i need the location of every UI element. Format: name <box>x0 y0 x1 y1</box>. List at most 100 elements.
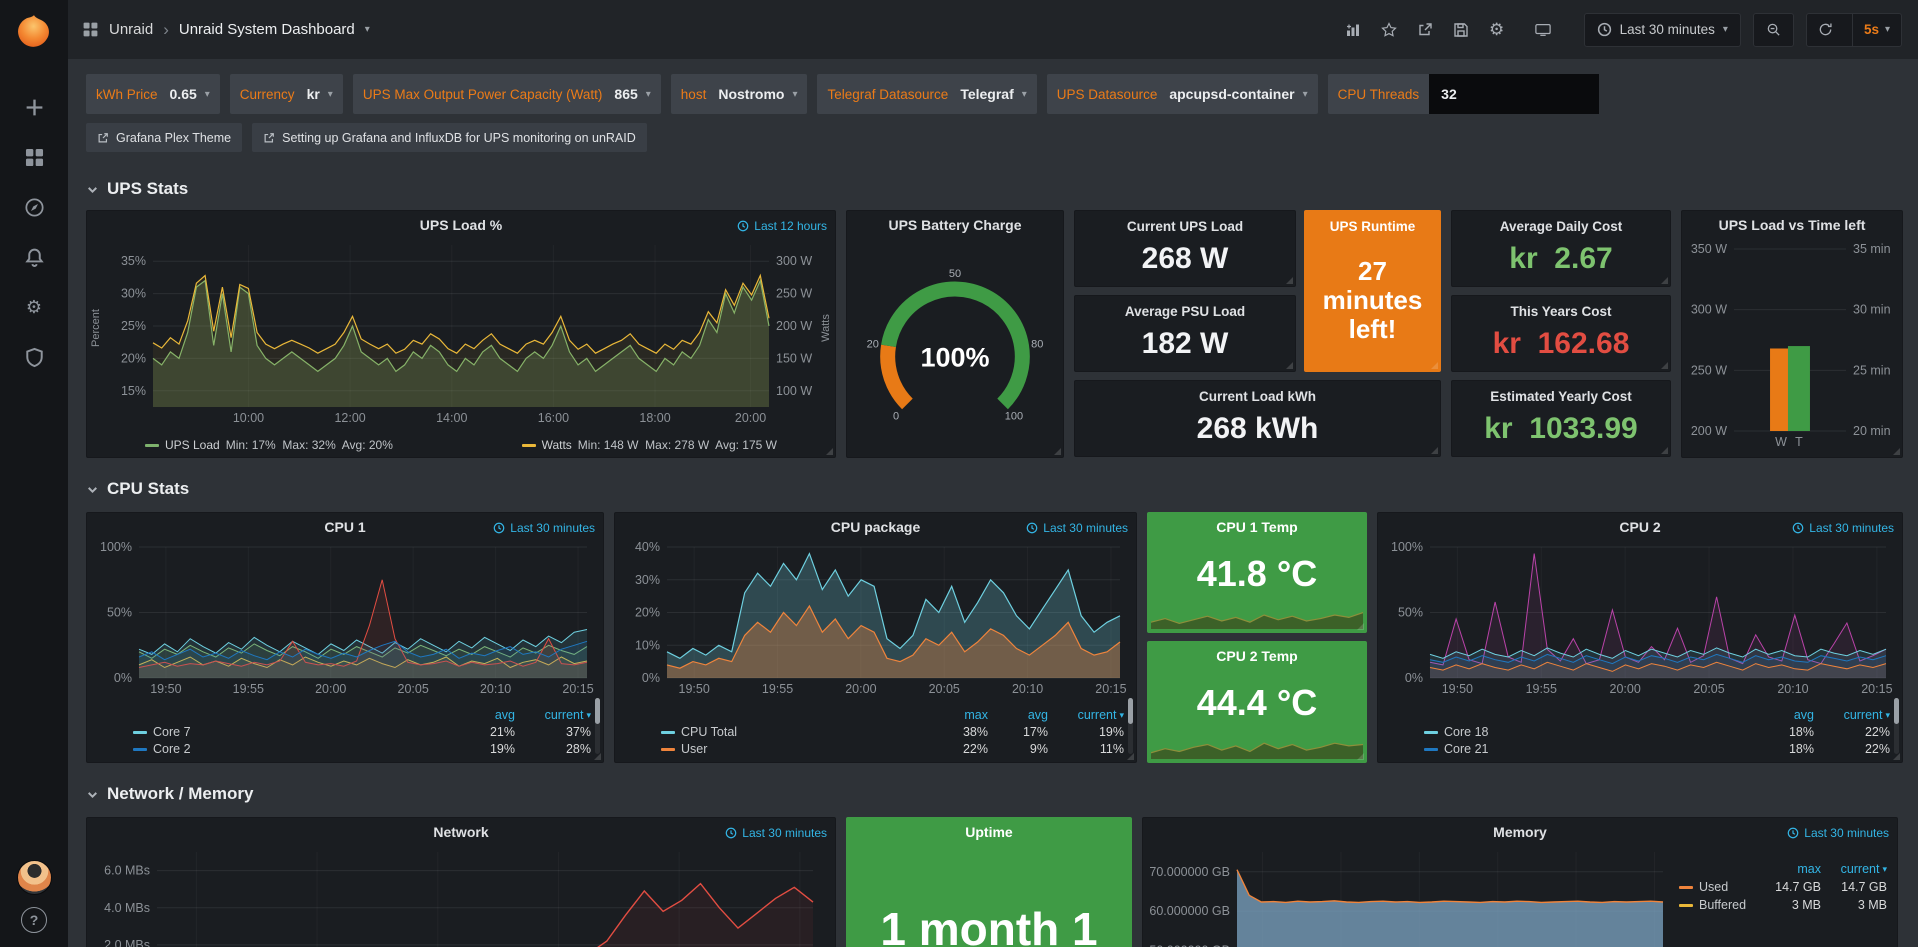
panel-cpu2: CPU 2 Last 30 minutes 0%50%100%19:5019:5… <box>1377 512 1903 763</box>
panel-title[interactable]: CPU 1 <box>324 519 365 535</box>
svg-text:19:55: 19:55 <box>762 682 793 696</box>
panel-title[interactable]: UPS Load vs Time left <box>1719 217 1866 233</box>
legend-sort-max[interactable]: max <box>928 708 988 722</box>
legend-sort-current[interactable]: current▾ <box>1814 708 1890 722</box>
svg-text:50%: 50% <box>1398 606 1423 620</box>
time-range-indicator[interactable]: Last 30 minutes <box>1792 521 1894 535</box>
dashboard-settings-gear-icon[interactable]: ⚙ <box>1482 15 1512 45</box>
variable-ups-max-output: UPS Max Output Power Capacity (Watt) 865… <box>353 74 661 114</box>
legend-sort-current[interactable]: current▾ <box>1821 862 1887 876</box>
variable-ups-max-output-value[interactable]: 865▾ <box>612 86 660 102</box>
panel-title[interactable]: CPU 2 <box>1619 519 1660 535</box>
variable-ups-datasource-value[interactable]: apcupsd-container▾ <box>1167 86 1317 102</box>
legend-item-ups-load[interactable]: UPS Load Min: 17% Max: 32% Avg: 20% <box>145 438 393 452</box>
variable-host-value[interactable]: Nostromo▾ <box>716 86 807 102</box>
variable-telegraf-datasource-value[interactable]: Telegraf▾ <box>958 86 1036 102</box>
legend-scrollbar[interactable] <box>595 698 600 754</box>
breadcrumb-dashboard-title[interactable]: Unraid System Dashboard <box>179 21 355 38</box>
legend-item[interactable]: Core 21 <box>1424 742 1750 756</box>
panel-title[interactable]: UPS Load % <box>420 217 502 233</box>
panel-title[interactable]: CPU package <box>831 519 920 535</box>
share-button[interactable] <box>1410 15 1440 45</box>
legend-sort-current[interactable]: current▾ <box>515 708 591 722</box>
save-button[interactable] <box>1446 15 1476 45</box>
help-icon[interactable]: ? <box>21 907 47 933</box>
time-range-indicator[interactable]: Last 12 hours <box>737 219 827 233</box>
panel-title[interactable]: Uptime <box>965 824 1012 840</box>
legend-item-watts[interactable]: Watts Min: 148 W Max: 278 W Avg: 175 W <box>522 438 777 452</box>
zoom-out-button[interactable] <box>1753 13 1794 47</box>
panel-title[interactable]: Network <box>433 824 488 840</box>
legend-sort-max[interactable]: max <box>1759 862 1821 876</box>
legend-item[interactable]: CPU Total <box>661 725 928 739</box>
svg-text:20:10: 20:10 <box>480 682 511 696</box>
create-icon[interactable] <box>11 85 57 129</box>
clock-icon <box>493 522 505 534</box>
cpu1-chart[interactable]: 0%50%100%19:5019:5520:0020:0520:1020:15 <box>93 541 597 698</box>
legend-sort-avg[interactable]: avg <box>988 708 1048 722</box>
clock-icon <box>1597 22 1612 37</box>
link-ups-monitoring-guide[interactable]: Setting up Grafana and InfluxDB for UPS … <box>252 123 647 152</box>
panel-this-years-cost: This Years Cost kr 162.68 <box>1451 295 1671 372</box>
legend-sort-current[interactable]: current▾ <box>1048 708 1124 722</box>
time-picker[interactable]: Last 30 minutes ▾ <box>1584 13 1741 47</box>
svg-text:20%: 20% <box>635 606 660 620</box>
variable-kwh-price-value[interactable]: 0.65▾ <box>168 86 220 102</box>
configuration-gear-icon[interactable]: ⚙ <box>11 285 57 329</box>
svg-text:10%: 10% <box>635 638 660 652</box>
alerting-icon[interactable] <box>11 235 57 279</box>
row-toggle-cpu-stats[interactable]: CPU Stats <box>86 474 1903 504</box>
legend-scrollbar[interactable] <box>1894 698 1899 754</box>
refresh-interval-picker[interactable]: 5s ▾ <box>1852 14 1901 46</box>
legend-item[interactable]: Buffered <box>1679 898 1759 912</box>
legend-sort-avg[interactable]: avg <box>1750 708 1814 722</box>
user-avatar[interactable] <box>17 860 52 895</box>
legend-item[interactable]: Core 2 <box>133 742 451 756</box>
legend-item[interactable]: User <box>661 742 928 756</box>
cpu2-chart[interactable]: 0%50%100%19:5019:5520:0020:0520:1020:15 <box>1384 541 1896 698</box>
network-chart[interactable]: 2.0 MBs4.0 MBs6.0 MBs19:5019:5520:0020:0… <box>93 846 825 947</box>
explore-icon[interactable] <box>11 185 57 229</box>
row-toggle-network-memory[interactable]: Network / Memory <box>86 779 1903 809</box>
time-range-indicator[interactable]: Last 30 minutes <box>1026 521 1128 535</box>
ups-load-chart[interactable]: 15%100 W20%150 W25%200 W30%250 W35%300 W… <box>95 239 827 427</box>
dashboard-dropdown-caret-icon[interactable]: ▾ <box>365 24 370 35</box>
cpu-package-chart[interactable]: 0%10%20%30%40%19:5019:5520:0020:0520:102… <box>621 541 1130 698</box>
star-button[interactable] <box>1374 15 1404 45</box>
svg-text:50: 50 <box>949 268 961 280</box>
dashboard-grid-icon[interactable] <box>82 21 99 38</box>
panel-title[interactable]: UPS Battery Charge <box>888 217 1021 233</box>
navbar: Unraid › Unraid System Dashboard ▾ ⚙ <box>68 0 1918 59</box>
server-admin-shield-icon[interactable] <box>11 335 57 379</box>
legend-scrollbar[interactable] <box>1128 698 1133 754</box>
svg-text:50%: 50% <box>107 606 132 620</box>
breadcrumb-folder[interactable]: Unraid <box>109 21 153 38</box>
grafana-logo[interactable] <box>13 12 55 54</box>
refresh-button[interactable] <box>1807 14 1844 46</box>
svg-text:150 W: 150 W <box>776 351 812 365</box>
dashboards-icon[interactable] <box>11 135 57 179</box>
add-panel-button[interactable] <box>1338 15 1368 45</box>
legend-sort-avg[interactable]: avg <box>451 708 515 722</box>
legend-item[interactable]: Core 18 <box>1424 725 1750 739</box>
panel-title[interactable]: CPU 2 Temp <box>1216 648 1297 664</box>
svg-text:6.0 MBs: 6.0 MBs <box>104 864 150 878</box>
row-toggle-ups-stats[interactable]: UPS Stats <box>86 174 1903 204</box>
time-range-indicator[interactable]: Last 30 minutes <box>725 826 827 840</box>
cpu-threads-input[interactable] <box>1429 74 1599 114</box>
svg-text:2.0 MBs: 2.0 MBs <box>104 938 150 947</box>
time-range-indicator[interactable]: Last 30 minutes <box>493 521 595 535</box>
panel-title[interactable]: Memory <box>1493 824 1547 840</box>
link-grafana-plex-theme[interactable]: Grafana Plex Theme <box>86 123 242 152</box>
variable-currency-value[interactable]: kr▾ <box>305 86 343 102</box>
svg-text:16:00: 16:00 <box>538 411 569 425</box>
legend-item[interactable]: Core 7 <box>133 725 451 739</box>
time-picker-caret-icon: ▾ <box>1723 24 1728 35</box>
clock-icon <box>1787 827 1799 839</box>
panel-network: Network Last 30 minutes 2.0 MBs4.0 MBs6.… <box>86 817 836 947</box>
memory-chart[interactable]: 50.000000 GB60.000000 GB70.000000 GB19:5… <box>1149 846 1671 947</box>
cycle-view-tv-icon[interactable] <box>1528 15 1558 45</box>
panel-title[interactable]: CPU 1 Temp <box>1216 519 1297 535</box>
time-range-indicator[interactable]: Last 30 minutes <box>1787 826 1889 840</box>
legend-item[interactable]: Used <box>1679 880 1759 894</box>
